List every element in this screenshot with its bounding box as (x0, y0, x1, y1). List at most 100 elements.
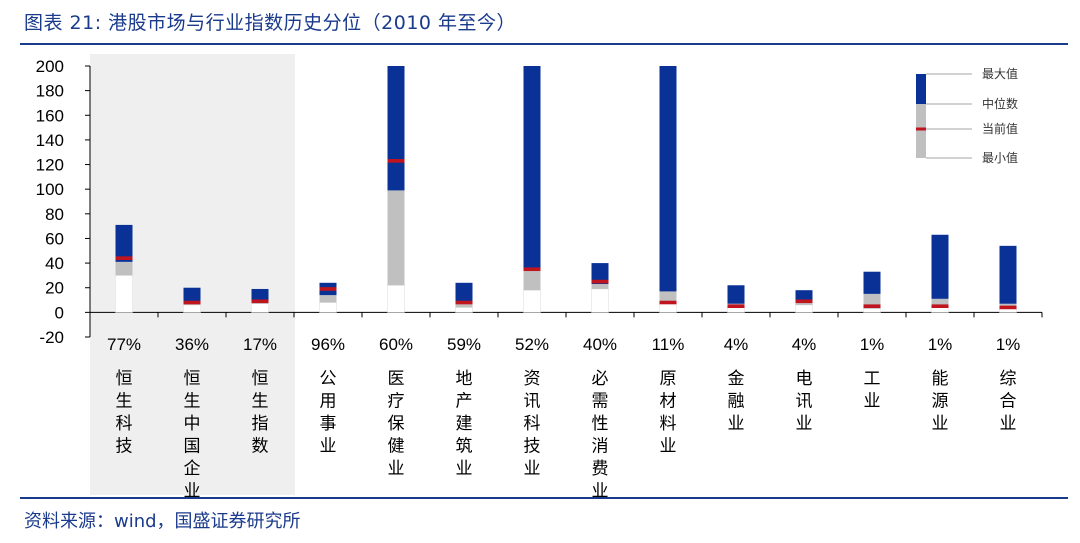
category-char: 生 (252, 392, 269, 412)
bar-current-marker-0 (115, 256, 133, 260)
category-label-10: 电讯业 (796, 369, 813, 434)
bar-upper-5 (455, 282, 473, 304)
category-labels: 77%恒生科技36%恒生中国企业17%恒生指数96%公用事业60%医疗保健业59… (107, 335, 1020, 500)
bar-upper-1 (183, 287, 201, 302)
category-char: 健 (388, 437, 405, 457)
bar-current-marker-6 (523, 267, 541, 272)
legend-label-1: 中位数 (982, 96, 1018, 111)
category-char: 地 (456, 369, 473, 389)
bar-current-marker-1 (183, 300, 201, 305)
y-tick-label: 0 (55, 303, 64, 322)
bar-base-8 (659, 303, 677, 313)
bar-current-marker-11 (863, 304, 881, 309)
source-note: 资料来源：wind，国盛证券研究所 (24, 511, 301, 532)
category-char: 建 (456, 414, 473, 434)
category-char: 资 (524, 369, 541, 389)
bar-base-3 (319, 302, 337, 313)
category-label-12: 能源业 (932, 369, 949, 434)
legend-upper-swatch (916, 74, 926, 104)
category-char: 业 (728, 414, 745, 434)
bar-upper-0 (115, 224, 133, 262)
bar-current-marker-2 (251, 299, 269, 304)
category-char: 工 (864, 369, 881, 389)
percentile-label-0: 77% (107, 335, 141, 354)
category-char: 医 (388, 369, 405, 389)
category-char: 公 (320, 369, 337, 389)
y-tick-label: 60 (45, 229, 64, 248)
bar-lower-5 (455, 303, 473, 308)
bar-base-7 (591, 288, 609, 313)
bar-current-marker-7 (591, 279, 609, 284)
y-tick-label: 140 (36, 131, 64, 150)
category-char: 业 (1000, 414, 1017, 434)
bar-upper-2 (251, 288, 269, 301)
top-rule (20, 43, 1068, 45)
bar-base-9 (727, 307, 745, 313)
percentile-label-9: 4% (724, 335, 749, 354)
bar-upper-12 (931, 234, 949, 299)
category-char: 性 (592, 414, 609, 434)
bar-lower-8 (659, 291, 677, 304)
y-tick-label: 100 (36, 180, 64, 199)
category-char: 保 (388, 414, 405, 434)
bar-base-11 (863, 308, 881, 313)
category-char: 科 (524, 414, 541, 434)
y-tick-label: 120 (36, 156, 64, 175)
percentile-label-13: 1% (996, 335, 1021, 354)
category-label-11: 工业 (864, 369, 881, 412)
bar-upper-11 (863, 271, 881, 294)
category-char: 产 (456, 392, 473, 412)
category-char: 业 (796, 414, 813, 434)
category-char: 恒 (184, 369, 201, 389)
category-char: 业 (660, 437, 677, 457)
category-char: 材 (660, 392, 677, 412)
bar-base-1 (183, 304, 201, 313)
category-char: 业 (524, 459, 541, 479)
percentile-label-4: 60% (379, 335, 413, 354)
bar-current-marker-5 (455, 300, 473, 305)
category-char: 国 (184, 437, 201, 457)
bar-current-marker-8 (659, 300, 677, 305)
category-char: 生 (184, 392, 201, 412)
category-char: 电 (796, 369, 813, 389)
category-label-9: 金融业 (728, 369, 745, 434)
percentile-label-1: 36% (175, 335, 209, 354)
bottom-rule (20, 497, 1068, 499)
bar-base-10 (795, 304, 813, 313)
category-char: 金 (728, 369, 745, 389)
bar-lower-12 (931, 298, 949, 308)
category-char: 讯 (796, 392, 813, 412)
category-char: 科 (116, 414, 133, 434)
category-char: 生 (116, 392, 133, 412)
category-char: 业 (456, 459, 473, 479)
bar-base-2 (251, 303, 269, 313)
y-tick-label: 20 (45, 279, 64, 298)
category-char: 料 (660, 414, 677, 434)
bar-base-4 (387, 284, 405, 313)
y-tick-label: 80 (45, 205, 64, 224)
category-char: 业 (184, 482, 201, 501)
legend-current-swatch (916, 127, 926, 131)
bar-upper-13 (999, 245, 1017, 304)
bars (115, 66, 1017, 313)
legend-label-0: 最大值 (982, 66, 1018, 81)
y-tick-label: 160 (36, 106, 64, 125)
bar-upper-9 (727, 285, 745, 304)
category-char: 恒 (116, 369, 133, 389)
category-char: 企 (184, 459, 201, 479)
legend-lower-swatch (916, 104, 926, 158)
y-tick-label: -20 (39, 328, 64, 347)
category-char: 筑 (456, 437, 473, 457)
category-char: 业 (864, 392, 881, 412)
category-char: 必 (592, 369, 609, 389)
percentile-label-7: 40% (583, 335, 617, 354)
percentile-label-6: 52% (515, 335, 549, 354)
category-char: 原 (660, 369, 677, 389)
